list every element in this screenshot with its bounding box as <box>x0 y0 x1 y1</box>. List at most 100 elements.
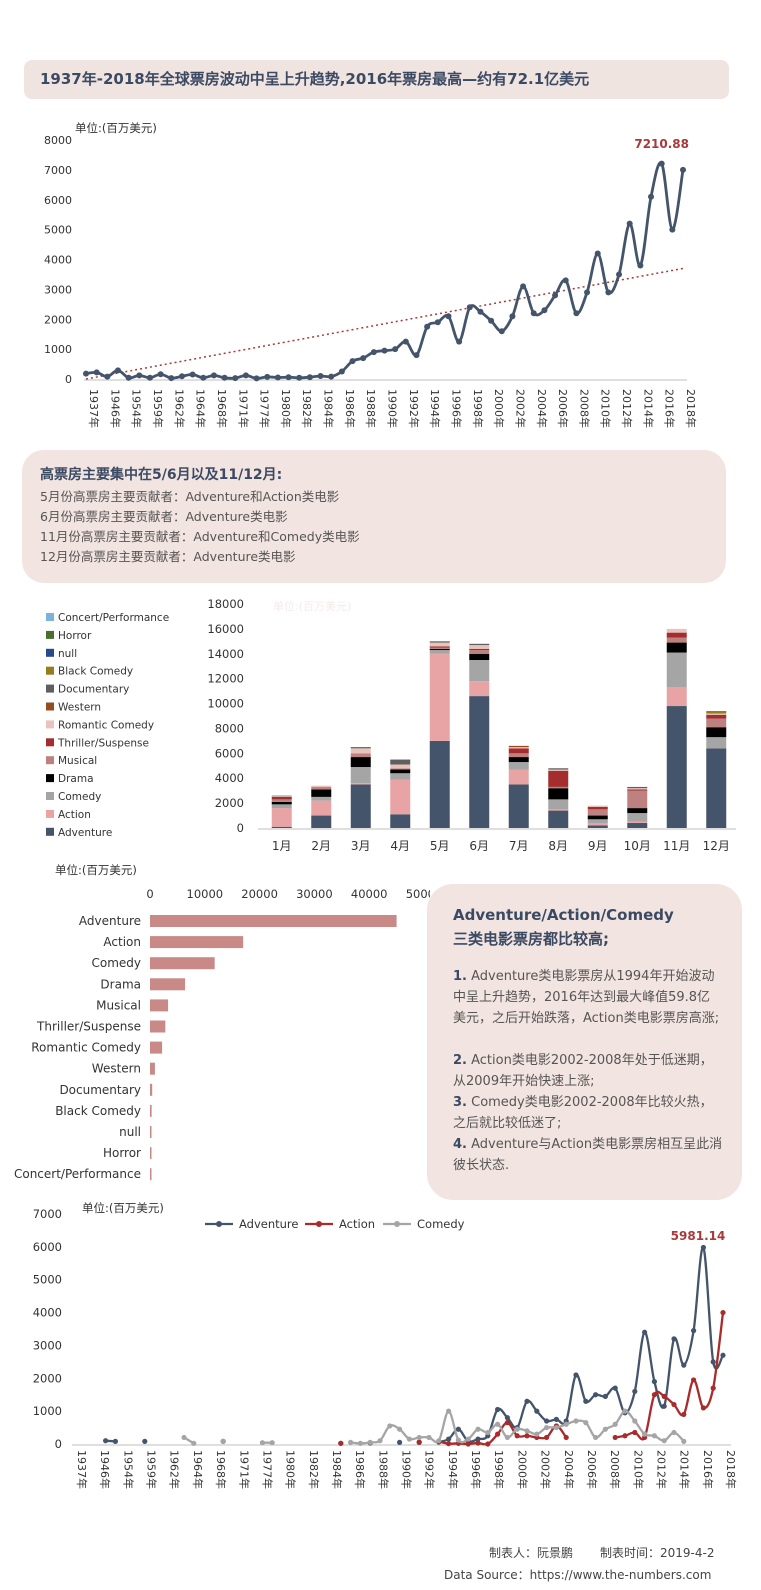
y-tick-label: 4000 <box>215 771 244 785</box>
legend-label: Drama <box>58 773 94 785</box>
bar-segment <box>350 747 371 749</box>
bar-segment <box>587 805 608 807</box>
x-tick-label: 2012年 <box>620 389 634 428</box>
x-tick-label: 2014年 <box>678 1450 692 1489</box>
insight-heading-1: Adventure/Action/Comedy <box>453 906 674 924</box>
y-tick-label: 4000 <box>33 1306 62 1320</box>
bar-segment <box>429 653 450 741</box>
legend-label: Horror <box>58 630 92 642</box>
data-point <box>93 369 100 376</box>
data-point <box>242 372 249 379</box>
data-point <box>181 1434 187 1441</box>
legend-label: null <box>58 648 77 660</box>
x-tick-label: 2018年 <box>724 1450 738 1489</box>
bar-segment <box>390 779 411 815</box>
data-point <box>509 313 516 320</box>
data-point <box>191 1440 197 1446</box>
data-point <box>602 1393 609 1399</box>
data-point <box>553 1424 560 1431</box>
data-point <box>455 1437 461 1443</box>
bar-segment <box>508 757 529 763</box>
data-point <box>534 1408 540 1414</box>
data-point <box>446 1408 452 1414</box>
data-point <box>583 1420 589 1426</box>
x-tick-label: 1998年 <box>492 1450 506 1489</box>
bar-segment <box>706 727 727 738</box>
data-point <box>671 1429 677 1436</box>
bar-segment <box>390 759 411 765</box>
insight-text: Adventure与Action类电影票房相互呈此消彼长状态. <box>453 1137 723 1173</box>
x-tick-label: 2008年 <box>608 1450 622 1489</box>
data-point <box>446 1441 452 1447</box>
bar-segment <box>666 628 687 633</box>
x-tick-label: 2000年 <box>515 1450 529 1489</box>
data-point <box>637 262 644 269</box>
data-point <box>720 1352 726 1358</box>
insight-text: Action类电影2002-2008年处于低迷期，从2009年开始快速上涨; <box>453 1053 713 1089</box>
x-tick-label: 30000 <box>296 887 333 901</box>
chart3-unit-label: 单位:(百万美元) <box>55 863 137 877</box>
x-tick-label: 1996年 <box>469 1450 483 1489</box>
data-point <box>426 1434 432 1441</box>
data-point <box>495 1431 501 1437</box>
data-point <box>504 1415 510 1421</box>
x-tick-label: 1986年 <box>343 389 357 428</box>
bar-segment <box>271 796 292 797</box>
x-tick-label: 1962年 <box>168 1450 182 1489</box>
bar <box>150 957 215 970</box>
data-point <box>360 355 367 362</box>
x-tick-label: 2016年 <box>663 389 677 428</box>
bar-segment <box>706 748 727 828</box>
x-tick-label: 1959年 <box>145 1450 159 1489</box>
y-tick-label: 2000 <box>33 1371 62 1385</box>
x-tick-label: 2000年 <box>492 389 506 428</box>
insight-num: 1. <box>453 969 467 984</box>
data-point <box>563 1434 569 1441</box>
x-tick-label: 1964年 <box>194 389 208 428</box>
insight-item-3: 3. Comedy类电影2002-2008年比较火热，之后就比较低迷了; <box>453 1092 723 1134</box>
monthly-summary-line: 12月份高票房主要贡献者：Adventure类电影 <box>40 549 296 564</box>
bar-segment <box>666 687 687 707</box>
y-tick-label: 8000 <box>215 721 244 735</box>
data-point <box>338 368 345 375</box>
bar-segment <box>666 706 687 828</box>
y-tick-label: 0 <box>65 373 72 386</box>
x-tick-label: 1962年 <box>172 389 186 428</box>
bar-segment <box>666 652 687 688</box>
x-tick-label: 1982年 <box>300 389 314 428</box>
x-tick-label: 20000 <box>241 887 278 901</box>
x-tick-label: 1937年 <box>87 389 101 428</box>
bar-segment <box>271 801 292 805</box>
bar-segment <box>587 815 608 820</box>
legend-label: Adventure <box>239 1217 298 1231</box>
legend-swatch <box>46 809 54 818</box>
bar-segment <box>350 784 371 828</box>
insight-item-4: 4. Adventure与Action类电影票房相互呈此消彼长状态. <box>453 1134 723 1176</box>
bar-segment <box>271 804 292 809</box>
x-tick-label: 1984年 <box>322 389 336 428</box>
data-point <box>612 1421 618 1427</box>
bar-segment <box>587 823 608 826</box>
title-banner <box>24 60 729 99</box>
x-tick-label: 1月 <box>272 839 292 853</box>
y-tick-label: 2000 <box>215 796 244 810</box>
x-tick-label: 4月 <box>390 839 410 853</box>
data-point <box>552 292 559 299</box>
y-tick-label: 10000 <box>207 697 244 711</box>
bar-segment <box>469 696 490 828</box>
data-point <box>651 1392 658 1398</box>
data-point <box>671 1401 677 1408</box>
bar-segment <box>429 642 450 647</box>
bar-segment <box>587 809 608 816</box>
bar <box>150 1168 152 1181</box>
x-tick-label: 1982年 <box>307 1450 321 1489</box>
x-tick-label: 2010年 <box>599 389 613 428</box>
data-point <box>524 1433 530 1439</box>
data-point <box>710 1359 716 1365</box>
y-tick-label: 3000 <box>33 1338 62 1352</box>
data-point <box>524 1398 530 1404</box>
y-tick-label: Black Comedy <box>55 1104 141 1118</box>
bar <box>150 915 397 927</box>
data-point <box>681 1438 687 1444</box>
data-point <box>498 328 505 335</box>
